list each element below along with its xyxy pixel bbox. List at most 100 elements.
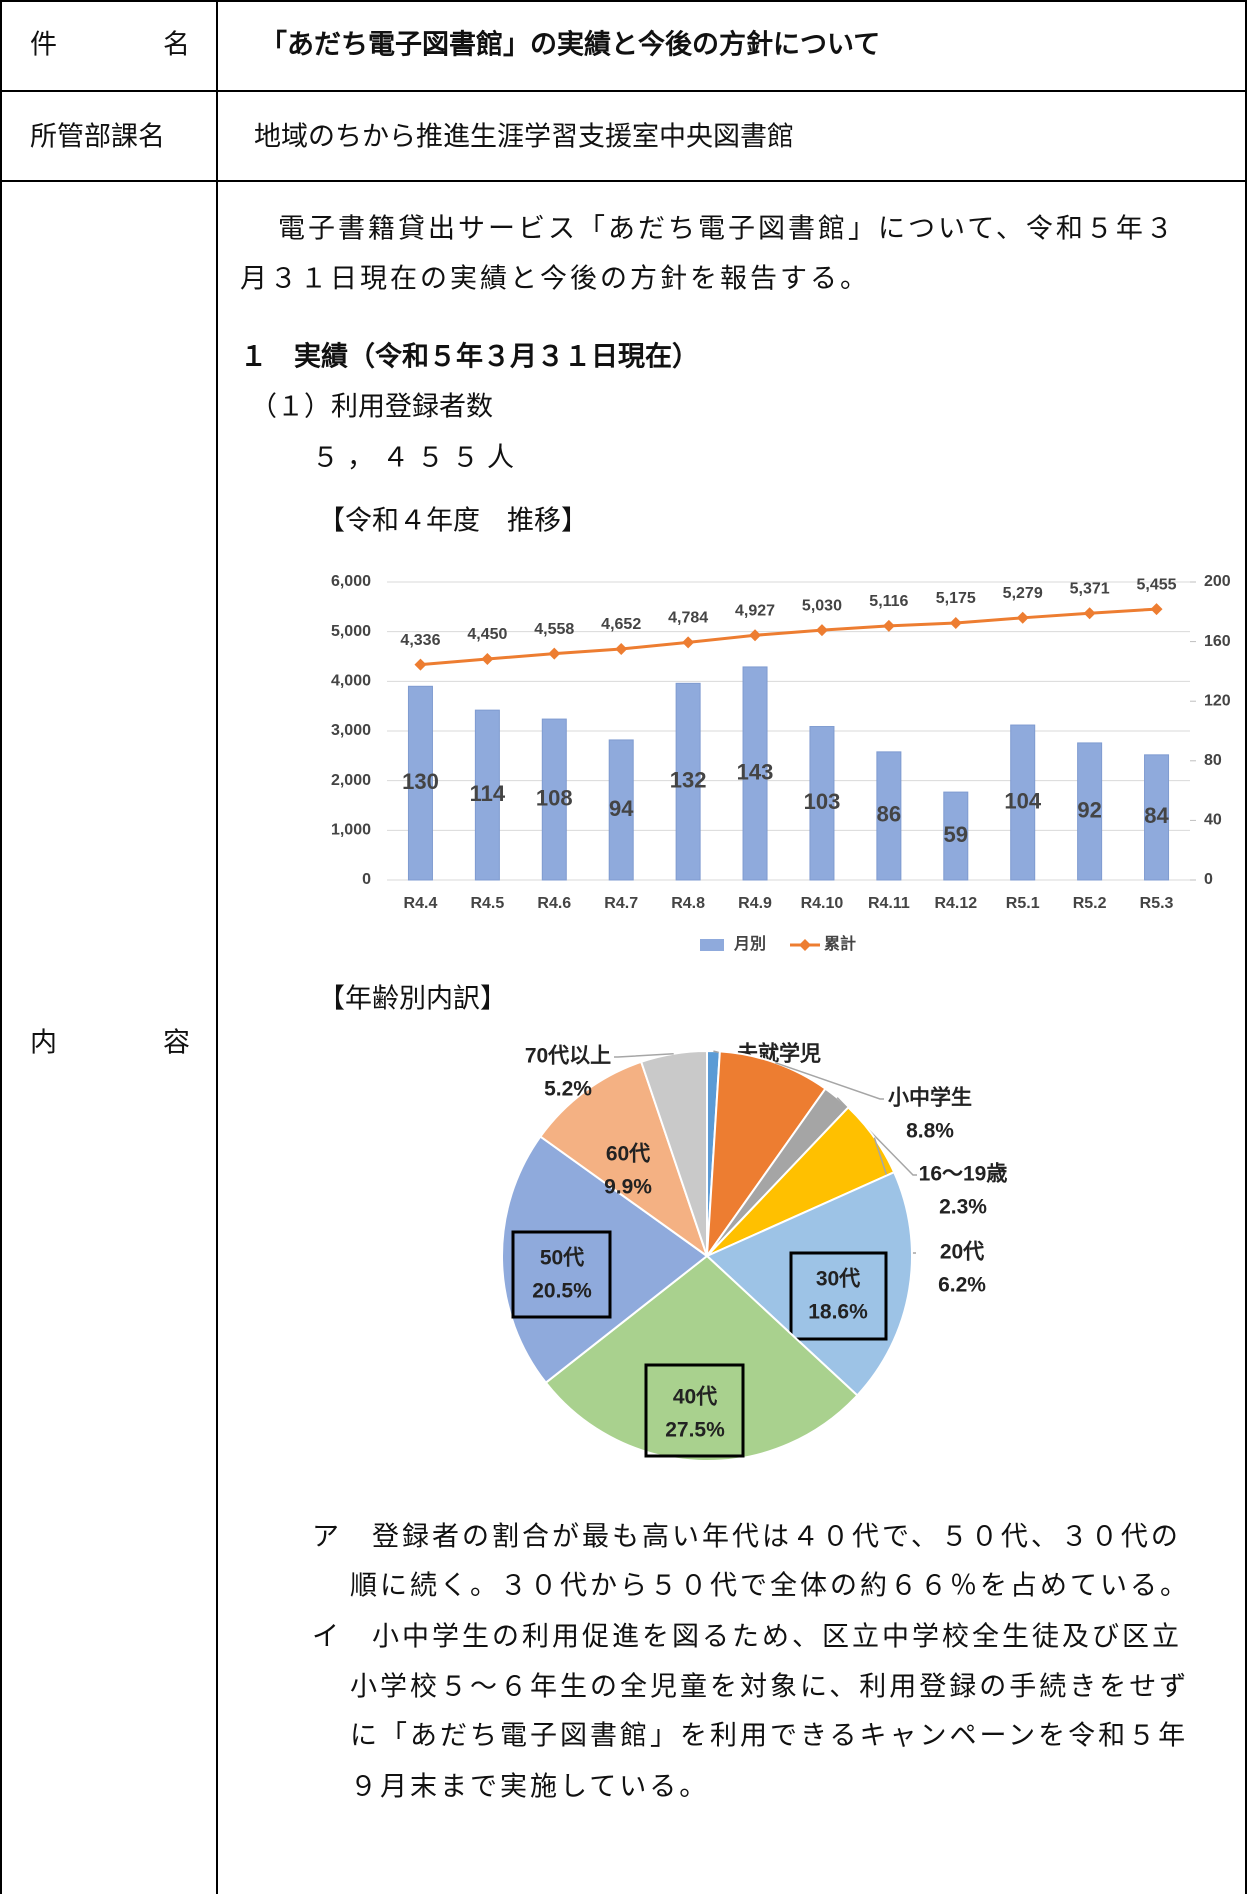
y2-tick-label: 80 (1204, 752, 1222, 769)
bar-label: 104 (1004, 788, 1041, 813)
pie-slice (705, 1050, 827, 1260)
intro-line: 月３１日現在の実績と今後の方針を報告する。 (240, 264, 870, 295)
pie-value-label: 9.9% (604, 1176, 652, 1199)
pie-value-label: 6.2% (938, 1274, 986, 1297)
leader-line (774, 1061, 884, 1100)
y-tick-label: 1,000 (331, 822, 371, 839)
pie-slice (539, 1060, 709, 1259)
x-tick-label: R4.12 (934, 895, 977, 912)
legend-label: 月別 (733, 935, 766, 953)
x-tick-label: R4.5 (470, 895, 504, 912)
bar-label: 84 (1144, 803, 1169, 828)
line-marker (682, 636, 695, 649)
title: 「あだち電子図書館」の実績と今後の方針について (260, 29, 880, 61)
bar-label: 143 (737, 759, 774, 784)
subsection: （１）利用登録者数 (250, 392, 493, 423)
y2-tick-label: 160 (1204, 633, 1231, 650)
bar (608, 739, 634, 881)
section-heading: １ 実績（令和５年３月３１日現在） (240, 341, 699, 373)
leader-line (614, 1052, 674, 1058)
line-marker (815, 624, 828, 637)
pie-label: 60代 (606, 1143, 650, 1166)
label-box (644, 1363, 745, 1458)
bar-label: 59 (944, 822, 968, 847)
chart-caption: 【年齢別内訳】 (318, 984, 507, 1015)
bar-label: 130 (402, 769, 439, 794)
note-line: 小学校５～６年生の全児童を対象に、利用登録の手続きをせず (350, 1672, 1189, 1703)
pie-label: 50代 (540, 1247, 584, 1270)
line-label: 5,175 (936, 590, 976, 607)
bar-label: 94 (609, 796, 634, 821)
pie-value-label: 2.3% (939, 1196, 987, 1219)
pie-value-label: 20.5% (532, 1280, 592, 1303)
pie-value-label: 5.2% (544, 1078, 592, 1101)
bar (474, 709, 500, 881)
bar (809, 726, 835, 881)
y2-tick-label: 40 (1204, 812, 1222, 829)
bar (1077, 742, 1103, 881)
note-line: 順に続く。３０代から５０代で全体の約６６％を占めている。 (350, 1571, 1190, 1602)
label-box (789, 1251, 888, 1341)
pie-label: 20代 (940, 1241, 984, 1264)
note-line: ア 登録者の割合が最も高い年代は４０代で、５０代、３０代の (312, 1522, 1181, 1553)
y-tick-label: 0 (362, 871, 371, 888)
y2-tick-label: 120 (1204, 692, 1231, 709)
x-tick-label: R5.1 (1006, 895, 1040, 912)
pie-slice (544, 1254, 859, 1462)
bar-label: 92 (1077, 797, 1101, 822)
bar (876, 751, 902, 881)
row-label: 件名 (30, 30, 190, 61)
y-tick-label: 5,000 (331, 623, 371, 640)
pie-label: 16〜19歳 (919, 1163, 1008, 1186)
row-label: 所管部課名 (30, 122, 165, 153)
label-box (511, 1230, 612, 1319)
pie-label: 小中学生 (888, 1086, 972, 1110)
pie-label: 70代以上 (525, 1045, 611, 1068)
line-label: 4,450 (467, 626, 507, 643)
y-tick-label: 4,000 (331, 673, 371, 690)
department: 地域のちから推進生涯学習支援室中央図書館 (254, 122, 794, 153)
pie-slice (501, 1135, 709, 1385)
line-label: 5,116 (869, 593, 908, 610)
bar (943, 791, 969, 881)
line-marker (414, 658, 427, 671)
line-marker (749, 629, 762, 642)
line-label: 4,927 (735, 603, 775, 620)
pie-slice (639, 1049, 708, 1257)
line-label: 5,455 (1137, 576, 1177, 593)
line-label: 4,336 (400, 632, 440, 649)
x-tick-label: R4.8 (671, 895, 705, 912)
x-tick-label: R4.10 (801, 895, 844, 912)
line-marker (949, 616, 962, 629)
y2-tick-label: 200 (1204, 573, 1231, 590)
legend-swatch (700, 939, 724, 951)
line-marker (882, 619, 895, 632)
line-marker (615, 642, 628, 655)
y-tick-label: 6,000 (331, 573, 371, 590)
x-tick-label: R4.7 (604, 895, 638, 912)
bar-label: 103 (804, 789, 841, 814)
line-label: 4,652 (601, 616, 641, 633)
line-label: 5,279 (1003, 585, 1043, 602)
y2-tick-label: 0 (1204, 871, 1213, 888)
bar (742, 666, 768, 881)
line-marker (481, 652, 494, 665)
bar (407, 685, 433, 881)
row-label: 内容 (30, 1028, 190, 1059)
x-tick-label: R4.4 (404, 895, 438, 912)
line-marker (1083, 607, 1096, 620)
line-marker (1016, 611, 1029, 624)
line-label: 4,558 (534, 621, 574, 638)
line-label: 4,784 (668, 610, 708, 627)
pie-value-label: 8.8% (906, 1120, 954, 1143)
intro-line: 電子書籍貸出サービス「あだち電子図書館」について、令和５年３ (278, 214, 1176, 245)
bar-label: 132 (670, 767, 707, 792)
bar (675, 682, 701, 881)
pie-value-label: 18.6% (808, 1301, 868, 1324)
x-tick-label: R4.6 (537, 895, 571, 912)
registrants: ５，４５５人 (312, 443, 522, 474)
line-label: 5,371 (1070, 580, 1110, 597)
bar-label: 86 (877, 802, 901, 827)
